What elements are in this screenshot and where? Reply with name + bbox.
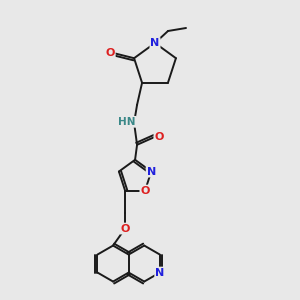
Text: HN: HN bbox=[118, 117, 136, 127]
Text: N: N bbox=[147, 167, 156, 176]
Text: N: N bbox=[150, 38, 160, 48]
Text: O: O bbox=[140, 186, 150, 196]
Text: O: O bbox=[105, 48, 115, 58]
Text: O: O bbox=[154, 132, 164, 142]
Text: N: N bbox=[155, 268, 164, 278]
Text: O: O bbox=[120, 224, 130, 234]
